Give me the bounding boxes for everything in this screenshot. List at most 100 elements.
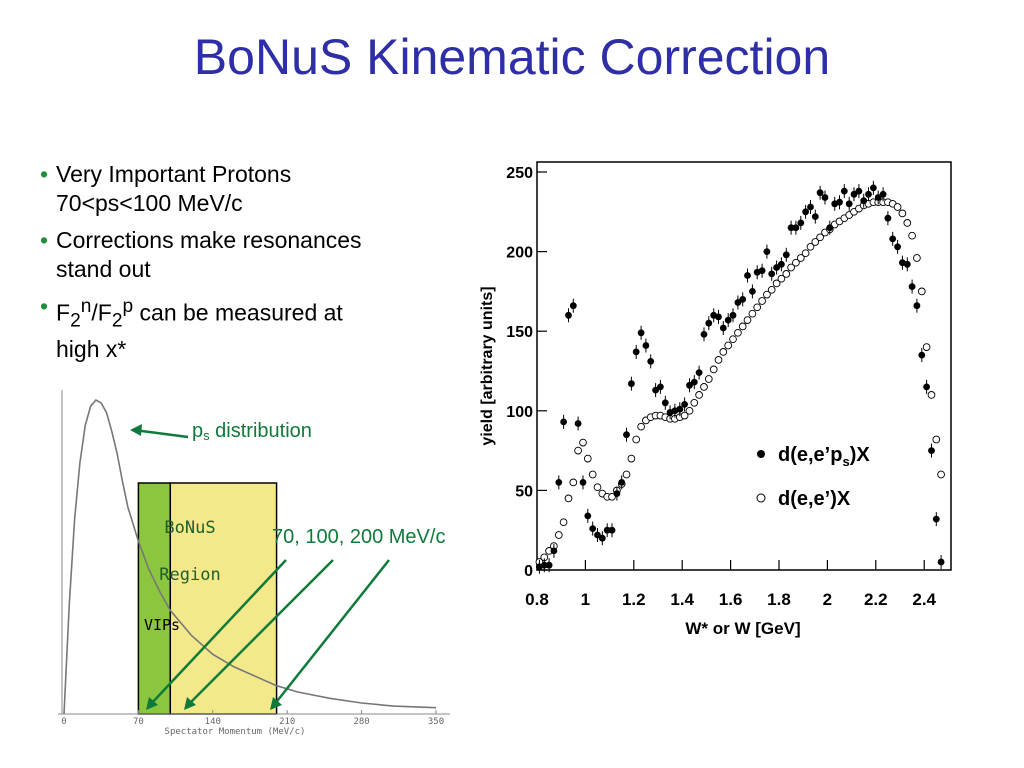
data-point-open: [758, 297, 766, 305]
data-point-open: [564, 494, 573, 503]
data-point-open: [709, 365, 718, 374]
x-tick-label: 2.2: [864, 590, 888, 609]
data-point-filled: [913, 302, 921, 310]
data-point-open: [743, 316, 752, 324]
data-point-filled: [623, 431, 630, 439]
data-point-open: [782, 270, 791, 278]
data-point-open: [816, 233, 824, 242]
data-point-filled: [749, 288, 756, 295]
data-point-open: [632, 435, 641, 444]
cut-arrow-100-head: [184, 697, 196, 710]
data-point-open: [748, 309, 757, 318]
bullet-line: F2n/F2p can be measured at: [56, 292, 460, 335]
f-sup: p: [122, 296, 134, 317]
data-point-open: [787, 263, 795, 272]
data-point-filled: [690, 378, 698, 386]
x-tick-label: 280: [353, 717, 369, 727]
data-point-filled: [889, 235, 897, 243]
data-point-open: [893, 203, 902, 211]
bullet-list: • Very Important Protons 70<ps<100 MeV/c…: [40, 160, 460, 372]
data-point-filled: [807, 203, 814, 211]
data-point-filled: [637, 329, 645, 337]
data-point-filled: [811, 213, 819, 221]
legend-marker-open: [756, 493, 766, 503]
data-point-filled: [618, 479, 626, 486]
f-sub: 2: [70, 310, 81, 332]
data-point-open: [811, 238, 820, 246]
data-point-open: [792, 258, 800, 267]
data-point-open: [724, 341, 733, 350]
data-point-filled: [676, 405, 684, 413]
data-point-filled: [894, 243, 901, 251]
x-tick-label: 1.4: [670, 590, 694, 609]
data-point-filled: [603, 526, 611, 534]
data-point-open: [777, 274, 786, 283]
legend-marker-filled: [757, 450, 765, 458]
data-point-filled: [870, 184, 877, 192]
data-point-open: [932, 435, 941, 444]
data-point-filled: [928, 447, 935, 454]
x-tick-label: 1: [581, 590, 590, 609]
bullet-item: • F2n/F2p can be measured at high x*: [40, 292, 460, 364]
data-point-open: [637, 422, 645, 431]
x-tick-label: 70: [133, 717, 144, 727]
data-point-filled: [545, 561, 553, 569]
legend-pre: d(e,e’p: [778, 444, 842, 466]
ps-pre: p: [192, 420, 203, 442]
bullet-line: stand out: [56, 256, 151, 282]
bullet-line: 70<ps<100 MeV/c: [56, 190, 243, 216]
legend-entry-open: d(e,e’)X: [778, 488, 851, 510]
data-point-filled: [797, 219, 805, 227]
data-point-open: [729, 335, 737, 344]
y-tick-label: 250: [506, 165, 533, 182]
data-point-open: [806, 242, 815, 251]
bullet-line: Corrections make resonances: [56, 227, 362, 253]
data-point-filled: [908, 283, 916, 290]
data-point-filled: [613, 490, 621, 497]
ps-sub: s: [203, 428, 210, 443]
x-tick-label: 0.8: [525, 590, 549, 609]
data-point-open: [608, 492, 616, 501]
region-label: Region: [159, 565, 220, 585]
data-point-open: [772, 279, 781, 288]
data-point-filled: [826, 224, 834, 232]
ps-distribution-curve: [63, 398, 437, 715]
data-point-open: [690, 398, 699, 407]
data-point-open: [922, 343, 931, 351]
data-point-open: [763, 290, 771, 299]
data-point-filled: [598, 534, 606, 542]
data-point-filled: [918, 351, 926, 359]
data-point-open: [767, 285, 776, 294]
data-point-filled: [719, 324, 727, 332]
data-point-filled: [550, 547, 558, 555]
legend-entry-filled: d(e,e’ps)X: [778, 444, 870, 469]
data-point-open: [719, 348, 728, 356]
y-tick-label: 100: [506, 404, 533, 421]
vips-label: VIPs: [144, 616, 180, 634]
data-point-open: [903, 219, 912, 227]
legend-sub: s: [842, 454, 849, 469]
data-point-filled: [937, 558, 945, 566]
data-point-filled: [850, 190, 858, 198]
data-point-open: [695, 391, 703, 399]
data-point-open: [704, 375, 713, 383]
data-point-filled: [845, 200, 853, 208]
data-point-open: [801, 249, 810, 258]
data-point-filled: [555, 479, 563, 486]
data-point-open: [908, 231, 916, 240]
ps-post: distribution: [210, 420, 312, 442]
cut-arrow-200-head: [270, 697, 282, 710]
data-point-filled: [923, 383, 930, 391]
data-point-open: [913, 254, 921, 262]
data-point-filled: [574, 420, 582, 427]
x-axis-label: Spectator Momentum (MeV/c): [165, 727, 306, 737]
data-point-open: [734, 328, 742, 337]
data-point-filled: [729, 311, 737, 319]
data-point-filled: [681, 401, 688, 408]
data-point-filled: [763, 248, 771, 256]
data-point-filled: [705, 319, 713, 327]
data-point-filled: [744, 272, 751, 279]
data-point-open: [627, 454, 636, 463]
data-point-filled: [879, 190, 887, 198]
data-point-filled: [792, 224, 800, 232]
